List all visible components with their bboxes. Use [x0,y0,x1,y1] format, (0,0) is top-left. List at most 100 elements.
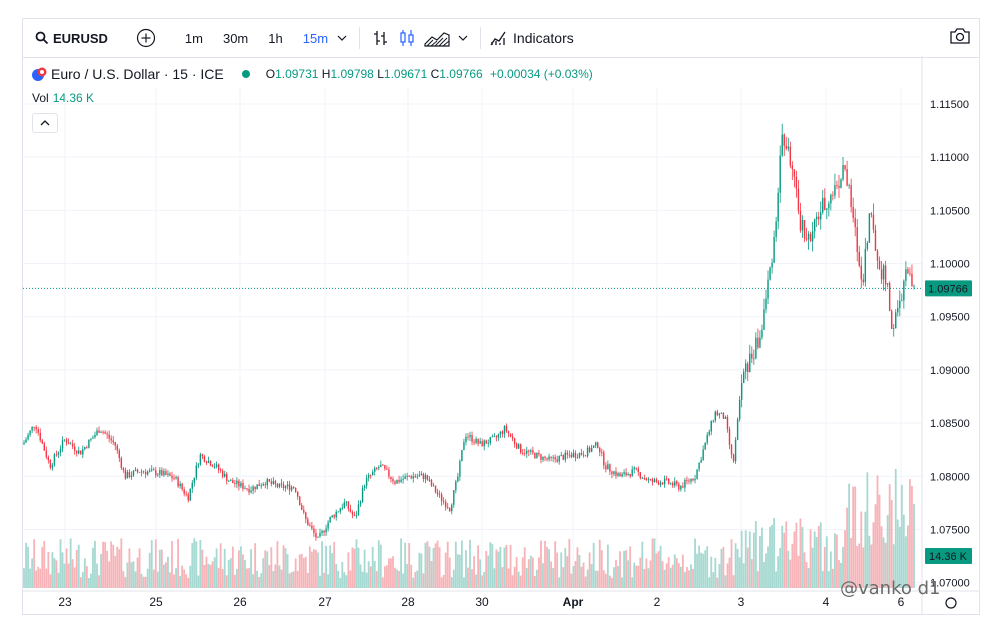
candle-body [586,447,589,457]
area-chart-type-button[interactable] [424,29,450,47]
volume-bar [292,571,295,588]
volume-bar [517,571,520,588]
candle-body [645,478,648,481]
volume-bar [39,568,42,588]
volume-bar [625,550,628,588]
candle-body [430,479,433,486]
timeframe-1m[interactable]: 1m [184,30,203,46]
candle-body [90,438,92,440]
volume-bar [550,561,553,588]
candle-body [307,519,309,526]
candle-body [568,454,571,456]
timeframe-30m[interactable]: 30m [222,30,249,46]
search-icon [35,31,49,45]
volume-bar [416,570,419,588]
time-tick-label: Apr [563,595,584,609]
volume-bar [331,553,334,588]
volume-bar [629,546,632,588]
candle-body [893,328,895,330]
candle-body [781,134,783,156]
volume-bar [467,567,469,588]
volume-bar [633,562,636,588]
candle-body [688,480,690,482]
chart-type-dropdown[interactable] [458,35,468,41]
candle-body [706,434,708,443]
volume-bar [686,567,688,588]
candle-body [420,473,423,476]
candle-body [674,481,676,486]
candle-body [505,425,508,432]
volume-bar [744,530,747,588]
high-value: 1.09798 [330,67,374,81]
symbol-search[interactable]: EURUSD [23,19,108,57]
candle-body [615,471,617,476]
candle-body [826,208,828,210]
volume-bar [31,558,34,588]
volume-bar [513,566,516,588]
volume-bar [319,575,321,588]
candle-body [418,475,421,477]
candle-body [625,472,627,476]
candle-body [477,438,479,444]
candle-body [647,479,650,481]
volume-bar [858,543,861,588]
volume-bar [884,542,887,588]
candle-body [317,536,319,538]
volume-bar [483,571,486,588]
candle-body [386,468,388,470]
open-value: 1.09731 [275,67,319,81]
timeframe-dropdown[interactable] [337,35,347,41]
volume-bar [548,549,550,588]
candle-body [451,504,453,512]
timeframe-1h[interactable]: 1h [268,30,283,46]
volume-bar [65,548,68,588]
symbol-title[interactable]: Euro / U.S. Dollar · 15 · ICE [51,66,224,82]
volume-bar [35,570,38,588]
volume-bar [79,577,82,588]
volume-bar [383,566,386,588]
volume-bar [118,549,121,588]
candle-body [408,475,410,477]
bar-chart-type-button[interactable] [372,29,390,47]
volume-bar [369,566,372,588]
candle-body [41,440,43,444]
candle-body [526,450,528,454]
candle-body [183,489,185,494]
candle-body [726,416,729,430]
timeframe-15m[interactable]: 15m [302,30,329,46]
volume-bar [300,553,303,588]
candle-body [730,444,733,455]
volume-bar [592,542,595,588]
candles-chart-type-button[interactable] [398,29,416,47]
candle-body [880,269,883,280]
toolbar-divider [480,27,482,49]
compare-symbol-button[interactable] [136,28,156,48]
market-status-dot[interactable] [241,70,250,78]
collapse-legend-button[interactable] [32,113,58,133]
chart-toolbar: EURUSD 1m 30m 1h 15m [23,19,979,58]
candle-body [761,329,763,338]
time-tick-label: 30 [475,595,489,609]
candle-body [274,481,277,485]
candle-body [858,251,860,266]
volume-bar [420,553,423,588]
volume-bar [852,486,855,588]
volume-bar [57,572,60,588]
volume-bar [353,548,356,588]
volume-bar [412,577,415,588]
volume-bar [588,552,591,588]
candle-body [613,471,615,475]
candle-body [789,146,792,166]
candle-body [907,269,909,274]
volume-bar [572,565,575,588]
candle-body [785,145,787,149]
volume-bar [781,525,784,588]
candle-body [489,437,491,444]
candle-body [465,436,467,443]
candle-body [280,483,283,485]
indicators-button[interactable]: Indicators [489,19,574,57]
candle-body [779,155,781,193]
snapshot-button[interactable] [949,27,971,50]
candle-body [718,413,721,416]
